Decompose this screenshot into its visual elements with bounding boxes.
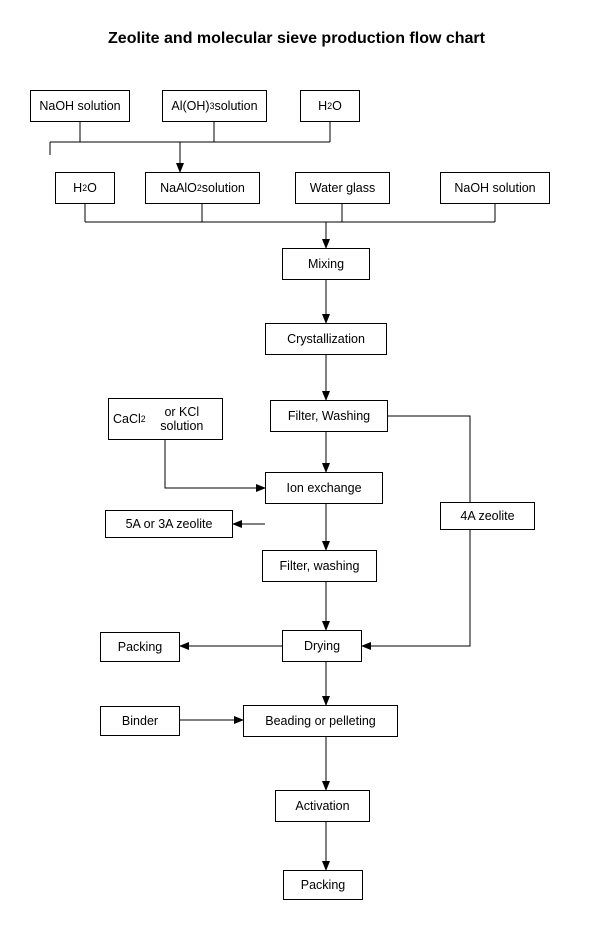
node-n_pack1: Packing <box>100 632 180 662</box>
node-n_aloh3: Al(OH)3 solution <box>162 90 267 122</box>
node-n_bead: Beading or pelleting <box>243 705 398 737</box>
edge <box>165 440 265 488</box>
node-n_dry: Drying <box>282 630 362 662</box>
chart-title: Zeolite and molecular sieve production f… <box>0 30 593 48</box>
node-n_cryst: Crystallization <box>265 323 387 355</box>
edge <box>362 530 470 646</box>
node-n_pack2: Packing <box>283 870 363 900</box>
node-n_4a: 4A zeolite <box>440 502 535 530</box>
node-n_naoh2: NaOH solution <box>440 172 550 204</box>
node-n_filt1: Filter, Washing <box>270 400 388 432</box>
node-n_ionex: Ion exchange <box>265 472 383 504</box>
node-n_naoh1: NaOH solution <box>30 90 130 122</box>
node-n_h2o1: H2O <box>300 90 360 122</box>
node-n_h2o2: H2O <box>55 172 115 204</box>
node-n_activ: Activation <box>275 790 370 822</box>
node-n_mix: Mixing <box>282 248 370 280</box>
node-n_naalo2: NaAlO2 solution <box>145 172 260 204</box>
edge <box>388 416 470 502</box>
node-n_cacl: CaCl2 or KCl solution <box>108 398 223 440</box>
node-n_binder: Binder <box>100 706 180 736</box>
node-n_5a3a: 5A or 3A zeolite <box>105 510 233 538</box>
node-n_filt2: Filter, washing <box>262 550 377 582</box>
node-n_wglass: Water glass <box>295 172 390 204</box>
flowchart-canvas: Zeolite and molecular sieve production f… <box>0 0 593 950</box>
